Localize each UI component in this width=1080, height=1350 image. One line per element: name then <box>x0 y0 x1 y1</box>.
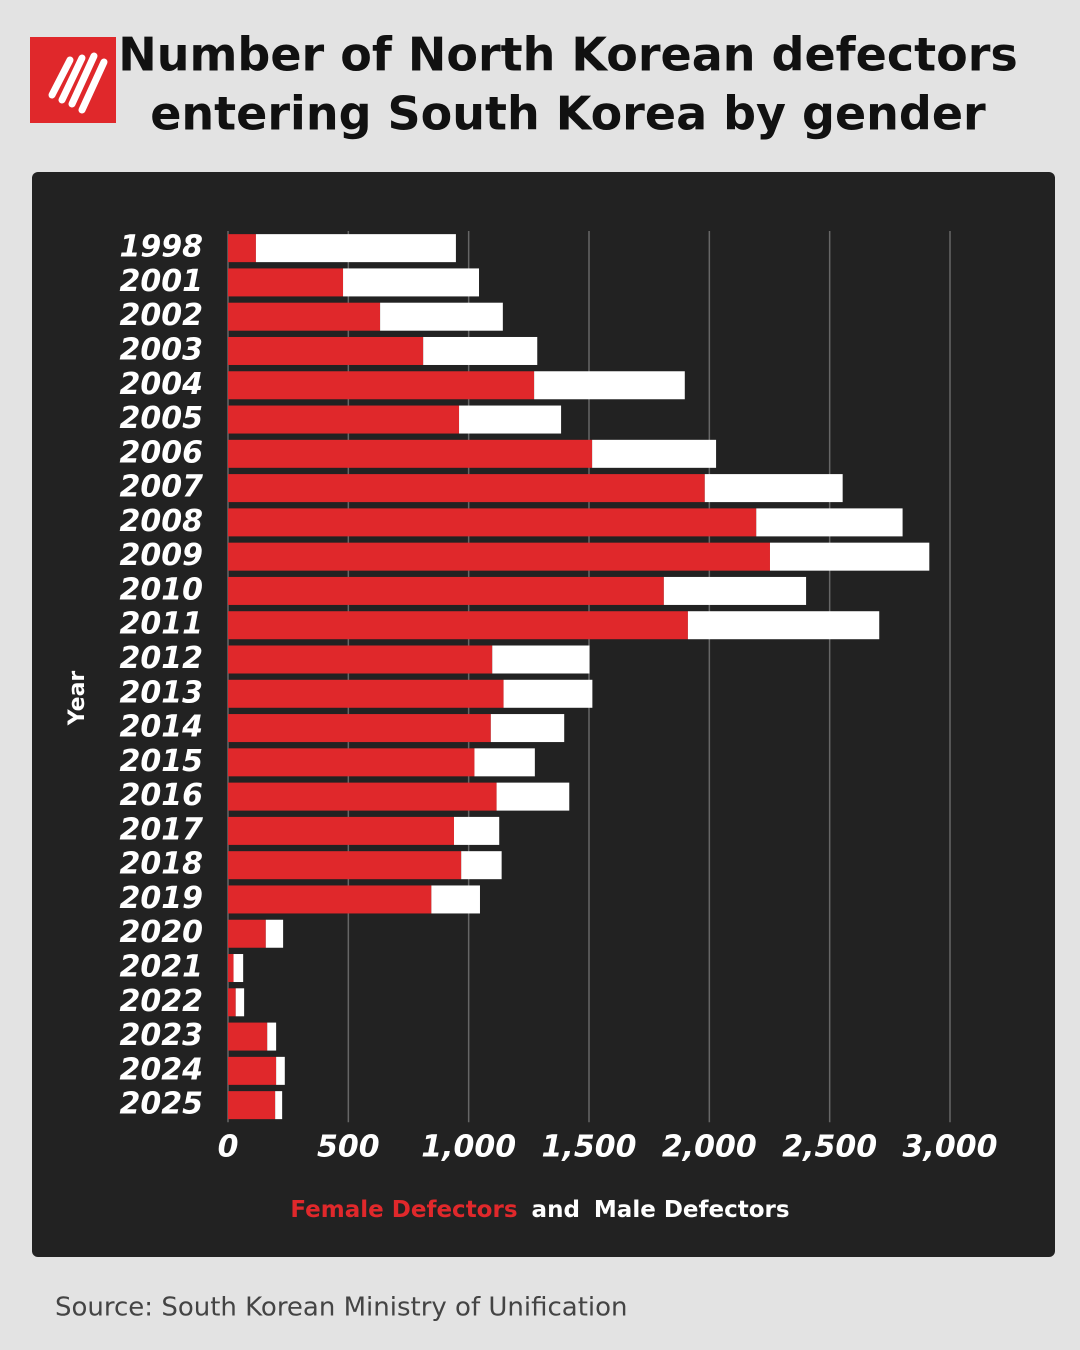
bar <box>228 919 266 948</box>
legend-entry: Female Defectors <box>290 1197 517 1223</box>
bar <box>228 336 424 365</box>
bar <box>380 302 503 331</box>
x-tick-label: 500 <box>317 1130 380 1165</box>
bar <box>228 611 688 640</box>
y-tick-label: 2002 <box>120 298 204 333</box>
bar <box>687 611 880 640</box>
bar <box>534 371 685 400</box>
y-tick-label: 2005 <box>120 401 204 436</box>
y-tick-label: 2018 <box>120 847 204 882</box>
legend-entry: Male Defectors <box>594 1197 790 1223</box>
bar <box>276 1056 285 1085</box>
bar <box>459 405 562 434</box>
y-tick-label: 2019 <box>120 881 204 916</box>
bar <box>228 371 535 400</box>
y-tick-label: 2020 <box>120 915 204 950</box>
bar <box>228 302 381 331</box>
legend: Female Defectors and Male Defectors <box>290 1197 789 1223</box>
bar <box>228 782 497 811</box>
bar <box>663 576 807 605</box>
bar <box>228 1091 276 1120</box>
bar <box>228 885 432 914</box>
bar <box>228 1056 277 1085</box>
bar <box>496 782 570 811</box>
y-tick-label: 2007 <box>120 470 204 505</box>
title: Number of North Korean defectors <box>118 28 1018 82</box>
x-tick-label: 0 <box>218 1130 239 1165</box>
y-tick-label: 2003 <box>120 332 204 367</box>
bar <box>228 816 454 845</box>
y-tick-label: 2023 <box>120 1018 204 1053</box>
bar <box>228 439 593 468</box>
y-tick-label: 2011 <box>120 607 204 642</box>
bar <box>592 439 717 468</box>
bar <box>228 714 491 743</box>
bar <box>490 714 565 743</box>
y-tick-label: 2009 <box>120 538 204 573</box>
x-tick-label: 1,000 <box>421 1130 516 1165</box>
bar <box>267 1022 277 1051</box>
bar <box>228 645 493 674</box>
x-tick-label: 1,500 <box>542 1130 637 1165</box>
y-tick-label: 2001 <box>120 264 204 299</box>
bar <box>228 234 256 263</box>
bar <box>228 1022 268 1051</box>
legend-joiner: and <box>532 1197 580 1223</box>
bar <box>228 405 460 434</box>
y-tick-label: 2014 <box>120 710 204 745</box>
y-tick-label: 2016 <box>120 778 204 813</box>
bar <box>228 474 705 503</box>
source: Source: South Korean Ministry of Unifica… <box>55 1293 628 1323</box>
bar <box>228 542 770 571</box>
bar <box>474 748 535 777</box>
bar <box>704 474 843 503</box>
bar <box>503 679 593 708</box>
y-tick-label: 2024 <box>120 1052 204 1087</box>
y-tick-label: 2015 <box>120 744 204 779</box>
y-tick-label: 2012 <box>120 641 204 676</box>
bar <box>423 336 538 365</box>
bar <box>461 851 502 880</box>
y-tick-label: 2010 <box>120 572 204 607</box>
y-tick-label: 2006 <box>120 435 204 470</box>
logo <box>30 37 116 123</box>
bar <box>235 988 245 1017</box>
x-tick-label: 2,000 <box>662 1130 757 1165</box>
bar <box>756 508 903 537</box>
bar <box>228 748 475 777</box>
y-tick-label: 2025 <box>120 1087 204 1122</box>
y-tick-label: 2017 <box>120 812 204 847</box>
bar <box>769 542 930 571</box>
x-tick-label: 2,500 <box>782 1130 877 1165</box>
y-tick-label: 2008 <box>120 504 204 539</box>
bar <box>453 816 500 845</box>
y-tick-label: 2021 <box>120 950 204 985</box>
bar <box>265 919 284 948</box>
bar <box>255 234 456 263</box>
bar <box>228 508 757 537</box>
bar <box>492 645 590 674</box>
bar <box>343 268 480 297</box>
bar <box>275 1091 283 1120</box>
y-tick-label: 2022 <box>120 984 204 1019</box>
y-tick-label: 2004 <box>120 367 204 402</box>
y-tick-label: 2013 <box>120 675 204 710</box>
bar <box>228 988 236 1017</box>
bar <box>228 954 234 983</box>
bar <box>228 679 504 708</box>
bar <box>228 851 462 880</box>
bar <box>228 576 664 605</box>
y-tick-label: 1998 <box>120 230 204 265</box>
title: entering South Korea by gender <box>150 87 986 141</box>
x-tick-label: 3,000 <box>903 1130 998 1165</box>
bar <box>228 268 344 297</box>
y-axis-label: Year <box>65 671 90 727</box>
bar <box>233 954 244 983</box>
bar <box>431 885 480 914</box>
